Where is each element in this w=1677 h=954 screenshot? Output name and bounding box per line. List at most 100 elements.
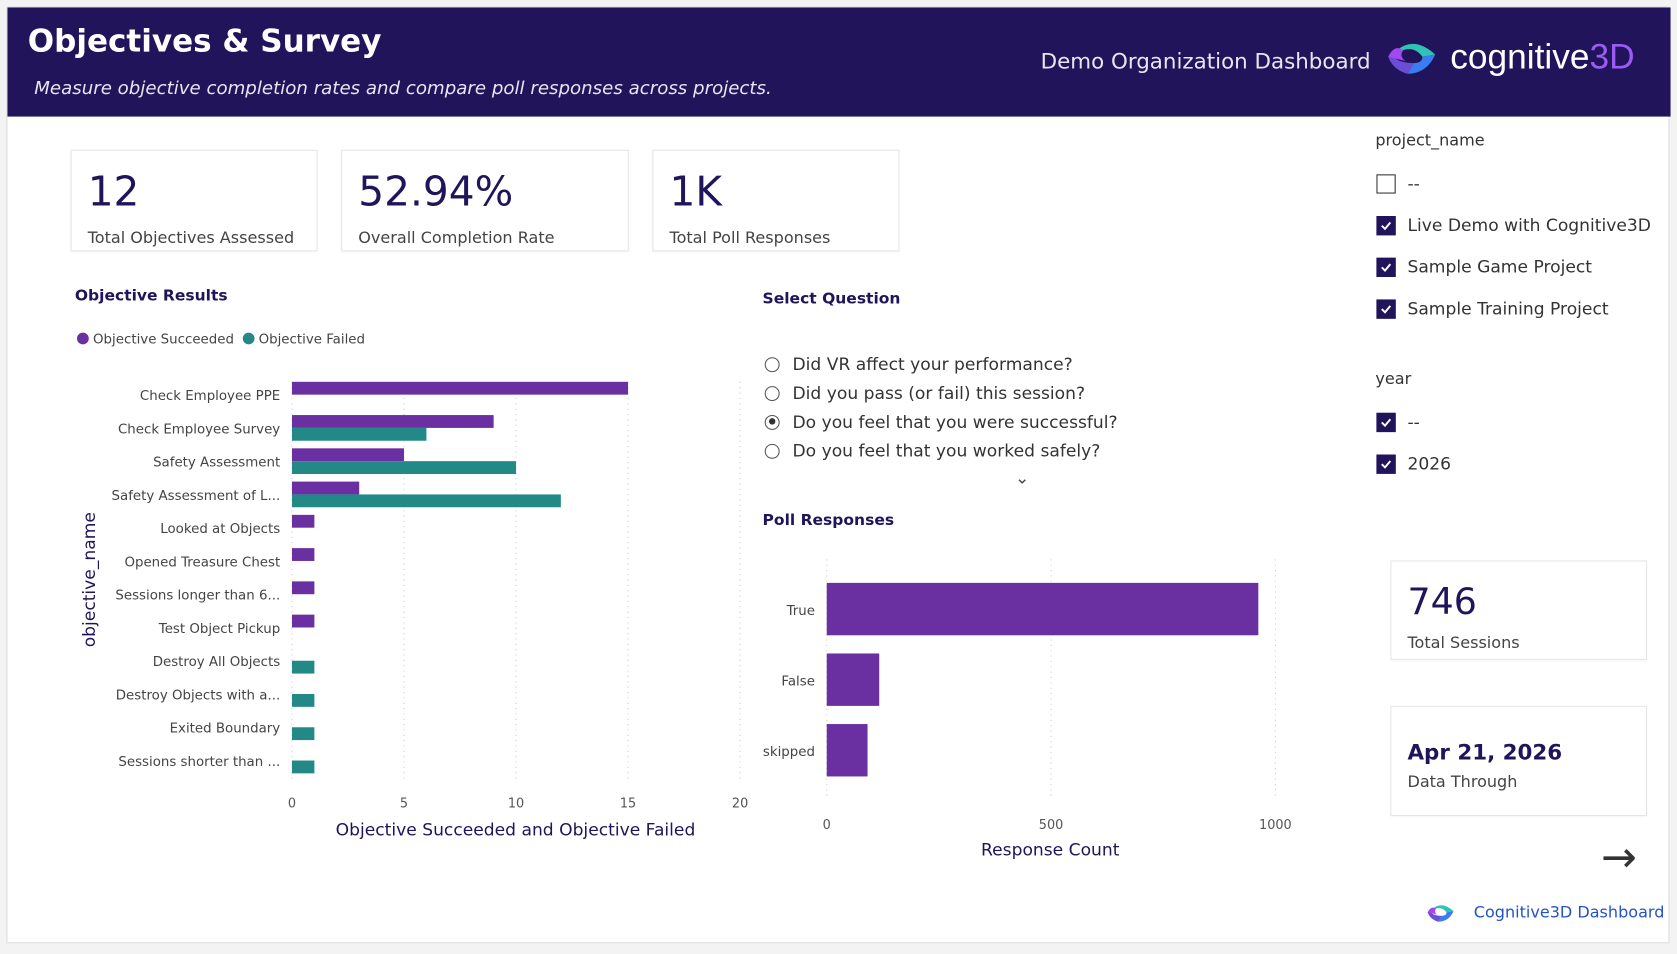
y-tick-label: Destroy Objects with a...: [116, 688, 280, 703]
bar-failed[interactable]: [291, 494, 561, 508]
page-subtitle: Measure objective completion rates and c…: [34, 78, 772, 100]
bar-succeeded[interactable]: [291, 448, 405, 462]
filter-option[interactable]: --: [1376, 401, 1451, 443]
y-tick-label: Test Object Pickup: [158, 622, 280, 637]
dashboard-page: Objectives & Survey Measure objective co…: [6, 6, 1671, 944]
kpi-card-sessions: 746 Total Sessions: [1390, 560, 1648, 660]
bar-failed[interactable]: [291, 461, 517, 475]
checkbox[interactable]: [1376, 173, 1396, 194]
filter-option[interactable]: Sample Game Project: [1376, 246, 1650, 288]
option-label: Do you feel that you worked safely?: [792, 440, 1101, 461]
x-tick-label: 0: [823, 818, 831, 833]
checkbox[interactable]: [1376, 454, 1396, 474]
year-filter: -- 2026: [1376, 401, 1451, 484]
kpi-value: Apr 21, 2026: [1407, 739, 1563, 765]
checkbox[interactable]: [1376, 215, 1396, 235]
bar-failed[interactable]: [291, 760, 315, 774]
dashboard-link-text[interactable]: Cognitive3D Dashboard: [1473, 902, 1665, 922]
question-option[interactable]: Do you feel that you were successful?: [764, 407, 1118, 436]
legend-succeeded[interactable]: Objective Succeeded: [77, 330, 234, 347]
bar-response[interactable]: [826, 582, 1259, 636]
radio-button[interactable]: [764, 414, 780, 430]
filter-option[interactable]: 2026: [1376, 443, 1451, 485]
question-option[interactable]: Did VR affect your performance?: [764, 350, 1118, 379]
bar-succeeded[interactable]: [291, 548, 315, 561]
question-option[interactable]: Do you feel that you worked safely?: [764, 436, 1118, 465]
chart-legend: Objective Succeeded Objective Failed: [77, 330, 365, 347]
bar-failed[interactable]: [291, 693, 315, 707]
kpi-label: Total Objectives Assessed: [87, 227, 295, 248]
year-filter-label: year: [1375, 368, 1412, 389]
bar-succeeded[interactable]: [291, 514, 315, 528]
bar-failed[interactable]: [291, 727, 315, 741]
kpi-value: 1K: [669, 167, 723, 215]
eye-logo-icon: [1427, 905, 1454, 922]
kpi-label: Data Through: [1407, 772, 1518, 792]
eye-logo-icon: [1388, 43, 1436, 74]
option-label: Did you pass (or fail) this session?: [792, 382, 1086, 404]
x-tick-label: 15: [620, 796, 636, 811]
logo-text: cognitive3D: [1450, 36, 1635, 76]
kpi-card-poll: 1K Total Poll Responses: [652, 149, 900, 252]
bar-succeeded[interactable]: [291, 381, 629, 395]
project-filter: -- Live Demo with Cognitive3D Sample Game …: [1376, 163, 1651, 330]
poll-responses-title: Poll Responses: [762, 512, 895, 530]
filter-option[interactable]: Sample Training Project: [1376, 288, 1650, 330]
radio-button[interactable]: [764, 443, 780, 459]
legend-dot-icon: [242, 332, 255, 345]
legend-failed[interactable]: Objective Failed: [242, 330, 365, 347]
y-tick-label: Safety Assessment of L...: [112, 489, 281, 504]
dashboard-link[interactable]: Cognitive3D Dashboard: [1425, 901, 1665, 925]
checkbox[interactable]: [1376, 412, 1396, 432]
objective-results-chart: 0 5 10 15 20 Check Employee PPE Check Employee…: [80, 381, 748, 840]
y-tick-label: Destroy All Objects: [153, 655, 281, 670]
filter-option[interactable]: Live Demo with Cognitive3D: [1376, 204, 1651, 246]
radio-button[interactable]: [764, 356, 780, 372]
y-tick-label: Sessions longer than 6...: [115, 589, 280, 604]
radio-button[interactable]: [764, 385, 780, 401]
kpi-value: 12: [87, 167, 140, 215]
legend-dot-icon: [77, 332, 89, 345]
poll-responses-chart: 0 500 1000 True False skipped Response Count: [763, 559, 1292, 861]
objective-results-title: Objective Results: [74, 287, 228, 305]
bar-response[interactable]: [826, 724, 868, 777]
y-tick-label: Check Employee Survey: [118, 422, 280, 437]
option-label: Sample Game Project: [1407, 256, 1593, 278]
bar-succeeded[interactable]: [291, 581, 315, 595]
kpi-card-completion: 52.94% Overall Completion Rate: [341, 149, 629, 252]
question-radio-list: Did VR affect your performance? Did you p…: [764, 350, 1118, 466]
option-label: Live Demo with Cognitive3D: [1407, 214, 1651, 236]
y-tick-label: Sessions shorter than ...: [118, 755, 280, 770]
x-axis-title: Response Count: [981, 841, 1120, 861]
bar-failed[interactable]: [291, 427, 427, 441]
page-title: Objectives & Survey: [27, 22, 382, 59]
bar-succeeded[interactable]: [291, 481, 360, 495]
bar-succeeded[interactable]: [291, 614, 315, 628]
option-label: Sample Training Project: [1407, 298, 1609, 319]
kpi-card-data-through: Apr 21, 2026 Data Through: [1390, 705, 1648, 817]
next-page-arrow-icon[interactable]: →: [1601, 833, 1637, 883]
bar-response[interactable]: [826, 653, 880, 706]
bar-succeeded[interactable]: [291, 415, 494, 428]
option-label: Did VR affect your performance?: [792, 354, 1073, 375]
kpi-value: 746: [1407, 580, 1477, 624]
chevron-down-icon[interactable]: ⌄: [1014, 467, 1030, 488]
option-label: Do you feel that you were successful?: [792, 411, 1118, 433]
kpi-label: Total Poll Responses: [669, 227, 831, 248]
x-tick-label: 5: [400, 796, 408, 811]
x-tick-label: 1000: [1259, 818, 1292, 833]
filter-option[interactable]: --: [1376, 163, 1650, 205]
question-option[interactable]: Did you pass (or fail) this session?: [764, 379, 1118, 408]
bar-failed[interactable]: [291, 660, 315, 674]
checkbox[interactable]: [1376, 257, 1396, 277]
checkbox[interactable]: [1376, 298, 1396, 319]
org-name: Demo Organization Dashboard: [1040, 48, 1371, 74]
select-question-title: Select Question: [762, 290, 901, 309]
x-axis-title: Objective Succeeded and Objective Failed: [336, 820, 696, 840]
y-tick-label: Opened Treasure Chest: [124, 555, 280, 570]
y-tick-label: Check Employee PPE: [140, 389, 280, 404]
option-label: --: [1407, 173, 1420, 194]
cognitive3d-logo: cognitive3D: [1384, 35, 1635, 78]
x-tick-label: 0: [288, 796, 296, 811]
project-filter-label: project_name: [1375, 130, 1485, 150]
